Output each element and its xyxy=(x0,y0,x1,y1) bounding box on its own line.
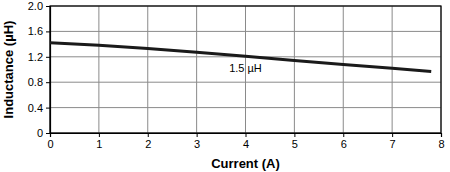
grid-line-y xyxy=(50,82,441,83)
x-axis-title: Current (A) xyxy=(211,156,280,171)
tick: 8 xyxy=(438,133,444,150)
tick: 1 xyxy=(96,133,102,150)
tick: 7 xyxy=(390,133,396,150)
tick: 6 xyxy=(341,133,347,150)
tick-mark xyxy=(441,133,442,137)
tick: 3 xyxy=(194,133,200,150)
grid-line-x xyxy=(196,6,197,133)
tick-label: 1 xyxy=(96,138,102,150)
axis-line xyxy=(51,134,442,138)
y-axis-title: Inductance (µH) xyxy=(1,21,16,119)
grid xyxy=(50,6,441,133)
tick-label: 5 xyxy=(292,138,298,150)
tick-mark xyxy=(197,133,198,137)
tick: 1.6 xyxy=(28,25,50,37)
tick-label: 2 xyxy=(145,138,151,150)
tick-label: 0 xyxy=(37,127,43,139)
tick-label: 0.4 xyxy=(28,102,43,114)
tick-label: 1.6 xyxy=(28,25,43,37)
tick-label: 0.8 xyxy=(28,76,43,88)
chart: 0 1 2 3 4 5 6 7 8 0 0.4 0.8 1.2 1.6 2.0 1.5 µH Current (… xyxy=(0,0,450,172)
grid-line-y xyxy=(50,31,441,32)
tick-mark xyxy=(99,133,100,137)
tick-mark xyxy=(148,133,149,137)
tick: 0.8 xyxy=(28,76,50,88)
tick: 1.2 xyxy=(28,51,50,63)
tick-mark xyxy=(246,133,247,137)
plot-frame xyxy=(50,6,441,133)
tick-mark xyxy=(343,133,344,137)
tick-label: 4 xyxy=(243,138,249,150)
tick: 4 xyxy=(243,133,249,150)
tick-label: 0 xyxy=(47,138,53,150)
grid-line-x xyxy=(343,6,344,133)
tick-label: 2.0 xyxy=(28,0,43,12)
y-axis: 0 0.4 0.8 1.2 1.6 2.0 xyxy=(28,0,51,139)
tick: 0 xyxy=(37,127,50,139)
tick: 5 xyxy=(292,133,298,150)
tick: 0 xyxy=(47,133,53,150)
grid-line-x xyxy=(294,6,295,133)
grid-line-x xyxy=(147,6,148,133)
tick: 2 xyxy=(145,133,151,150)
annotation: 1.5 µH xyxy=(229,62,262,74)
grid-line-x xyxy=(98,6,99,133)
x-axis: 0 1 2 3 4 5 6 7 8 xyxy=(47,133,444,150)
tick: 0.4 xyxy=(28,102,50,114)
tick-label: 8 xyxy=(438,138,444,150)
grid-line-y xyxy=(50,107,441,108)
plot: 0 1 2 3 4 5 6 7 8 0 0.4 0.8 1.2 1.6 2.0 1.5 µH xyxy=(28,0,445,150)
tick-label: 1.2 xyxy=(28,51,43,63)
tick: 2.0 xyxy=(28,0,50,12)
tick-label: 6 xyxy=(341,138,347,150)
tick-mark xyxy=(294,133,295,137)
tick-mark xyxy=(392,133,393,137)
tick-label: 7 xyxy=(390,138,396,150)
tick-label: 3 xyxy=(194,138,200,150)
